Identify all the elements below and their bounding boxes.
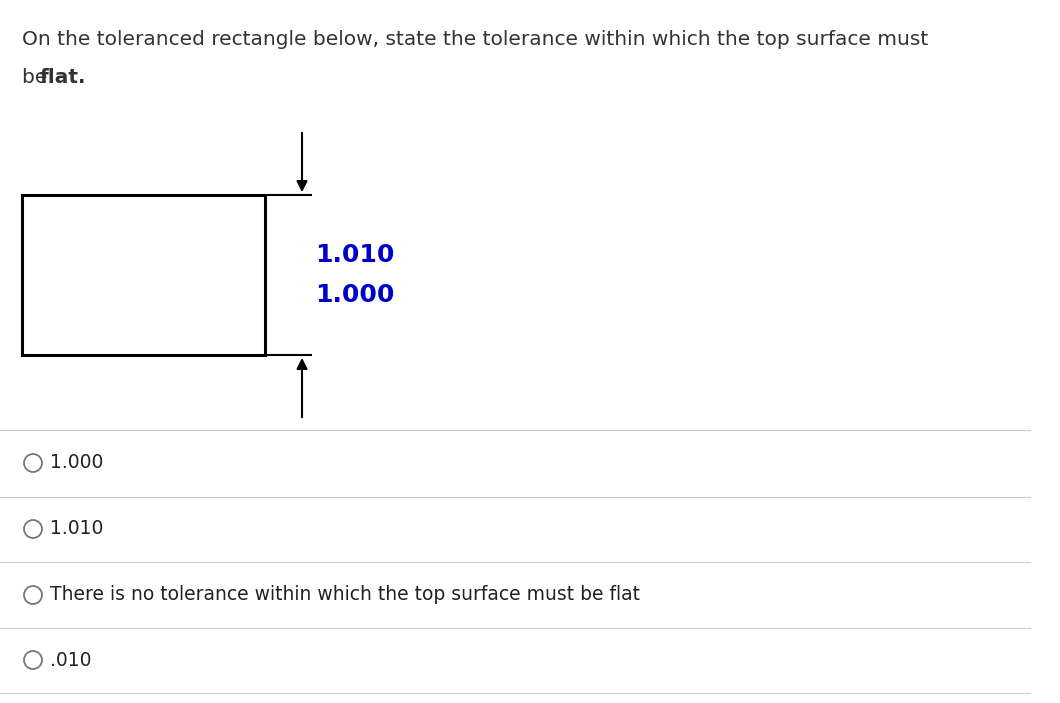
- Text: There is no tolerance within which the top surface must be flat: There is no tolerance within which the t…: [50, 586, 640, 605]
- Text: 1.000: 1.000: [50, 453, 104, 472]
- Text: 1.000: 1.000: [315, 283, 394, 307]
- Text: On the toleranced rectangle below, state the tolerance within which the top surf: On the toleranced rectangle below, state…: [22, 30, 929, 49]
- Text: flat.: flat.: [40, 68, 87, 87]
- Text: .010: .010: [50, 650, 91, 669]
- Bar: [22, 195, 265, 355]
- Text: 1.010: 1.010: [50, 520, 104, 538]
- Text: be: be: [22, 68, 54, 87]
- Text: 1.010: 1.010: [315, 243, 394, 267]
